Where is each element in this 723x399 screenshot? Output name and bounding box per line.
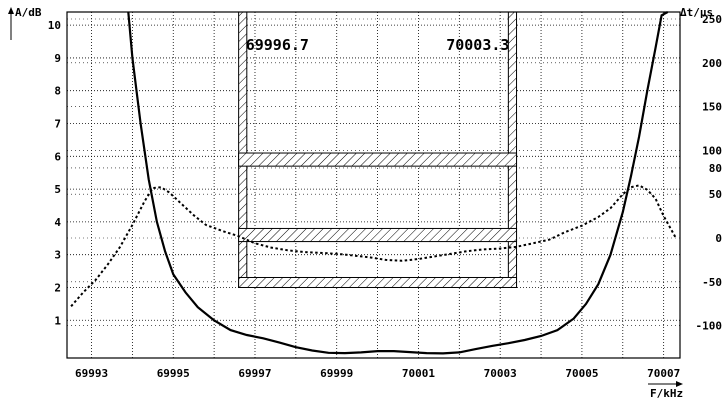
- y2-tick-label: 0: [715, 232, 722, 245]
- y-axis-title: A/dB: [15, 6, 42, 19]
- x-axis-title: F/kHz: [650, 387, 683, 399]
- y-tick-label: 6: [54, 150, 61, 163]
- y2-axis-title: Δt/µs: [680, 6, 713, 19]
- y-tick-label: 3: [54, 249, 61, 262]
- x-tick-label: 70005: [565, 367, 598, 380]
- y-tick-labels: 1 2 3 4 5 6 7 8 9 10: [48, 19, 62, 327]
- y2-axis-title-group: Δt/µs: [680, 6, 713, 19]
- mask-bottom-band: [238, 276, 518, 288]
- x-tick-label: 70001: [402, 367, 435, 380]
- y2-tick-label: -50: [702, 276, 722, 289]
- plot-frame: [66, 11, 681, 359]
- series-group-delay-line: [70, 184, 677, 307]
- y-tick-label: 5: [54, 183, 61, 196]
- annotations: 69996.7 70003.3: [246, 36, 510, 54]
- x-tick-label: 70007: [647, 367, 680, 380]
- mask-band-2: [238, 152, 518, 167]
- y2-tick-labels: -100 -50 0 50 80 100 150 200 250: [696, 13, 723, 333]
- y-tick-label: 8: [54, 85, 61, 98]
- y2-tick-label: 100: [702, 144, 722, 157]
- x-tick-label: 69999: [320, 367, 353, 380]
- x-axis-title-group: F/kHz: [648, 381, 683, 399]
- y-axis-title-group: A/dB: [8, 6, 42, 40]
- annotation-label: 70003.3: [446, 36, 509, 54]
- y-tick-label: 4: [54, 216, 61, 229]
- y2-tick-label: 250: [702, 13, 722, 26]
- y2-tick-label: 150: [702, 101, 722, 114]
- series-amplitude-line: [127, 11, 669, 355]
- y2-tick-label: -100: [696, 320, 723, 333]
- y-tick-label: 2: [54, 281, 61, 294]
- grid: [67, 12, 680, 358]
- y-tick-label: 1: [54, 314, 61, 327]
- y-tick-label: 7: [54, 118, 61, 131]
- x-tick-label: 70003: [484, 367, 517, 380]
- y-tick-label: 9: [54, 52, 61, 65]
- mask-band-1: [238, 227, 518, 243]
- y-tick-label: 10: [48, 19, 61, 32]
- x-tick-label: 69993: [75, 367, 108, 380]
- y2-tick-label: 80: [709, 162, 722, 175]
- x-tick-labels: 69993 69995 69997 69999 70001 70003 70005 70007: [75, 367, 680, 380]
- x-tick-label: 69995: [157, 367, 190, 380]
- y2-tick-label: 200: [702, 57, 722, 70]
- annotation-label: 69996.7: [246, 36, 309, 54]
- x-tick-label: 69997: [238, 367, 271, 380]
- y2-tick-label: 50: [709, 188, 722, 201]
